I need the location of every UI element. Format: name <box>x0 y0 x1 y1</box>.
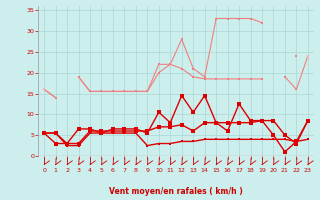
X-axis label: Vent moyen/en rafales ( km/h ): Vent moyen/en rafales ( km/h ) <box>109 187 243 196</box>
